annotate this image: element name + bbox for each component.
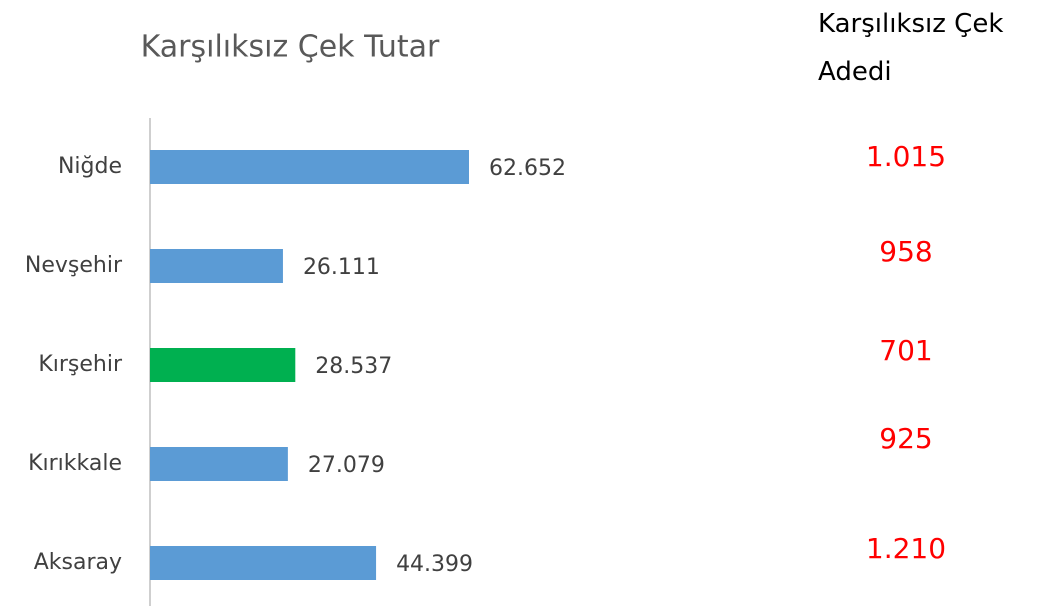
bar <box>150 447 288 481</box>
category-label: Aksaray <box>34 550 122 575</box>
category-label: Kırıkkale <box>28 451 122 476</box>
data-label: 44.399 <box>396 552 473 577</box>
column-title: Karşılıksız Çek Adedi <box>818 9 1004 87</box>
bar <box>150 348 296 382</box>
category-label: Nevşehir <box>25 253 123 278</box>
data-label: 27.079 <box>308 453 385 478</box>
count-label: 701 <box>879 334 932 367</box>
bar <box>150 546 377 580</box>
data-label: 26.111 <box>303 255 380 280</box>
category-label: Niğde <box>58 154 122 179</box>
bar <box>150 150 469 184</box>
count-label: 1.210 <box>866 532 946 565</box>
bar <box>150 249 283 283</box>
count-label: 958 <box>879 235 932 268</box>
count-label: 1.015 <box>866 140 946 173</box>
category-label: Kırşehir <box>38 352 123 377</box>
data-label: 62.652 <box>489 156 566 181</box>
count-label: 925 <box>879 422 932 455</box>
chart-title: Karşılıksız Çek Tutar <box>141 30 440 65</box>
data-label: 28.537 <box>315 354 392 379</box>
